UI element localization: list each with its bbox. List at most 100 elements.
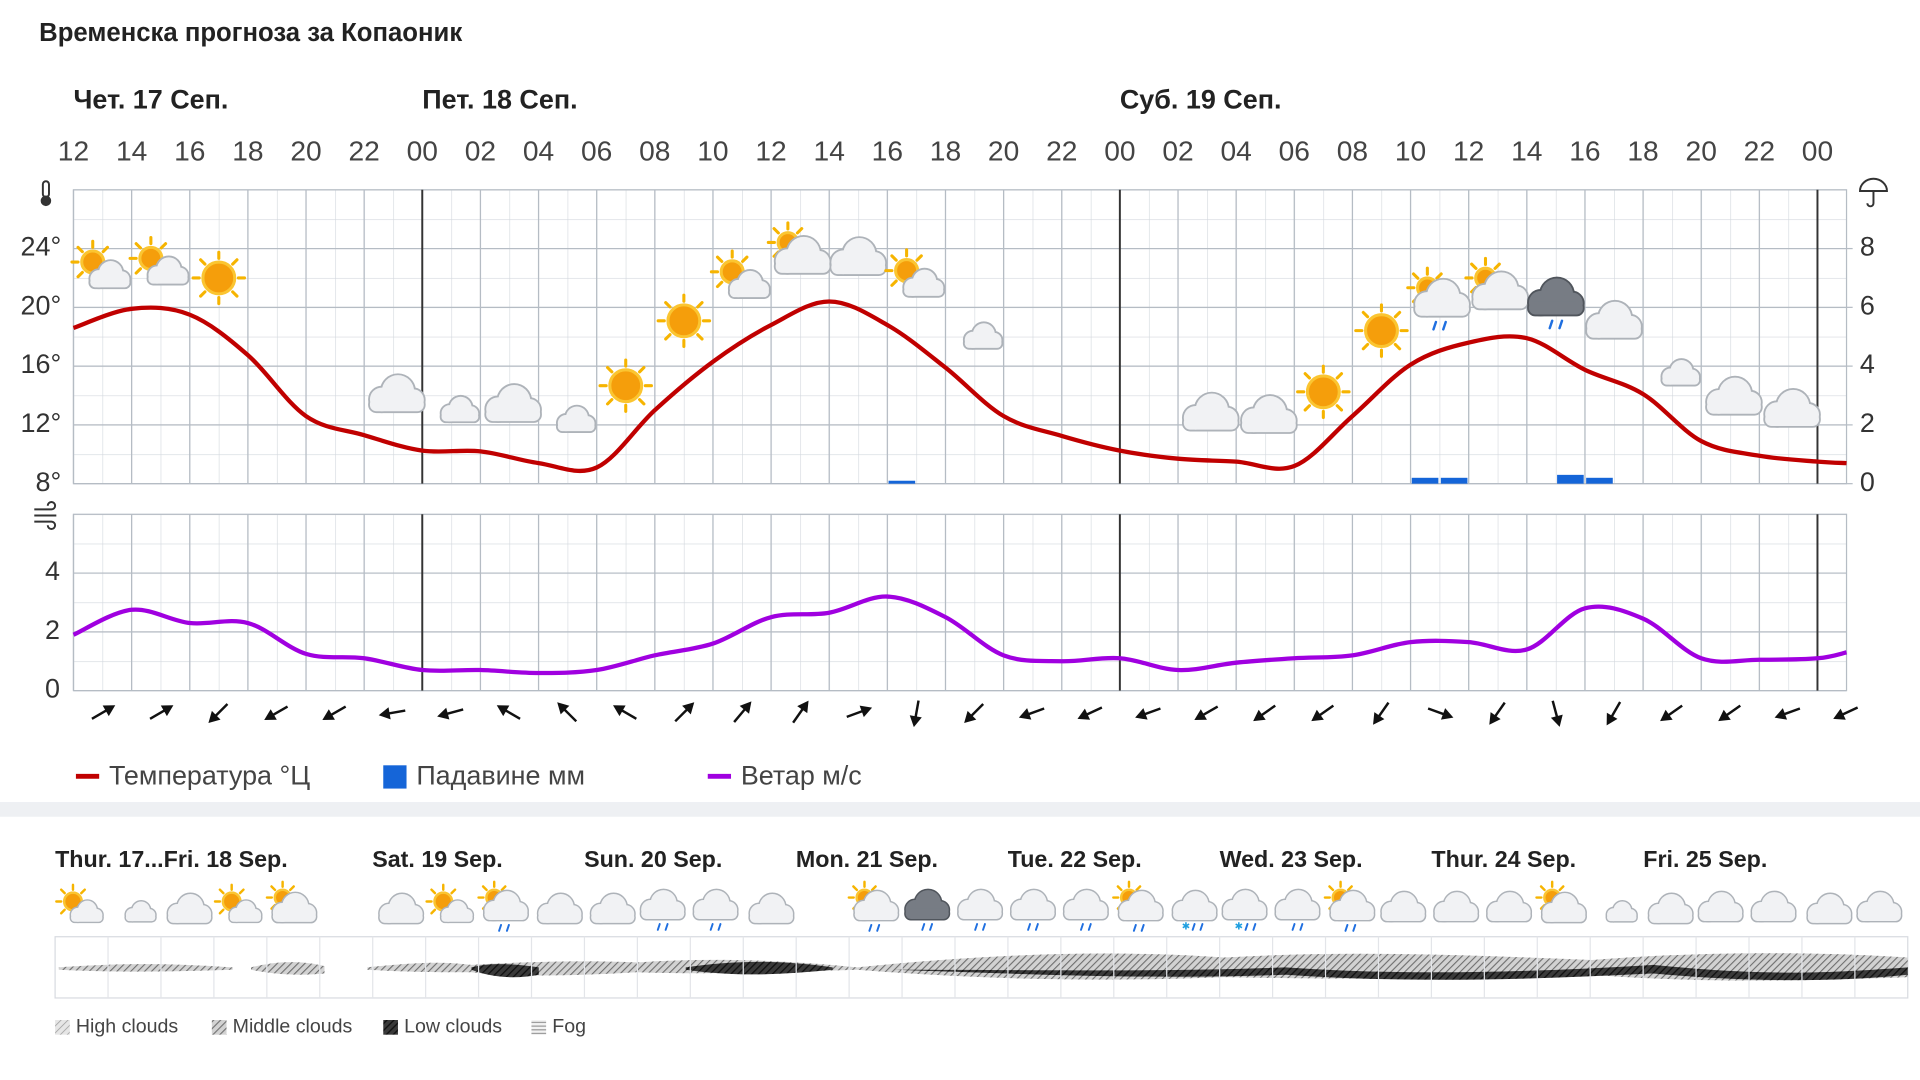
sun-ray (1328, 885, 1335, 892)
x-tick-label: 10 (697, 135, 728, 166)
weather-icon (1380, 890, 1427, 923)
sun-ray (1135, 885, 1142, 892)
rain-drop (1558, 319, 1564, 330)
x-tick-label: 02 (465, 135, 496, 166)
sun-ray (1335, 404, 1344, 412)
wind-arrow-head (1718, 709, 1731, 722)
y-tick-label: 20° (21, 290, 62, 320)
wind-arrow-head (1660, 709, 1673, 722)
y2-tick-label: 0 (1860, 467, 1875, 497)
sun-ray (1558, 885, 1565, 892)
rain-drop (1244, 923, 1249, 931)
umbrella-icon (1859, 177, 1888, 208)
wind-arrow-head (613, 705, 626, 717)
rain-drop (709, 923, 714, 931)
panel-separator (0, 802, 1920, 817)
sun-ray (664, 301, 672, 309)
rain-drop (876, 924, 881, 932)
sun-ray (606, 398, 614, 406)
weather-icon (656, 293, 712, 349)
rain-drop (1087, 923, 1092, 931)
sun-ray (606, 366, 614, 374)
sun-ray (852, 885, 859, 892)
legend-label: Ветар м/с (741, 761, 862, 791)
x-tick-label: 06 (1279, 135, 1310, 166)
wind-arrow (1253, 704, 1276, 722)
wind-arrow (378, 707, 406, 720)
rain-drop (974, 923, 979, 931)
weather-icon (1112, 880, 1164, 932)
sun-ray (638, 398, 646, 406)
weather-icon (1181, 386, 1240, 432)
sun-ray (638, 366, 646, 374)
weather-icon (1705, 371, 1763, 416)
cloud (694, 908, 738, 919)
x-tick-label: 20 (988, 135, 1019, 166)
rain-drop (1299, 923, 1304, 931)
forecast-day-label: Fri. 25 Sep. (1643, 846, 1767, 872)
weather-icon (709, 249, 771, 299)
wind-arrow (437, 707, 464, 720)
sun-ray (430, 888, 437, 895)
weather-icon (1296, 364, 1351, 420)
wind-arrow-head (102, 705, 116, 717)
forecast-day-label: Mon. 21 Sep. (796, 846, 938, 872)
cloud (854, 909, 898, 920)
x-tick-label: 12 (1453, 135, 1484, 166)
weather-icon (128, 236, 190, 286)
cloud (1473, 294, 1528, 309)
wind-arrow-head (1606, 712, 1618, 726)
cloud (538, 912, 582, 923)
x-tick-label: 00 (1802, 135, 1833, 166)
sun-ray (1393, 342, 1402, 351)
weather-icon (55, 883, 104, 924)
thermometer-icon (40, 180, 52, 207)
cloud (1662, 375, 1700, 385)
legend-label: Падавине мм (416, 761, 585, 791)
sun (1305, 374, 1341, 410)
cloud (484, 909, 528, 920)
sun-ray (450, 888, 457, 895)
cloud (1064, 908, 1108, 919)
sun-ray (1470, 262, 1478, 270)
wind-arrow (846, 705, 873, 718)
x-tick-label: 14 (116, 135, 147, 166)
rain-drop (982, 923, 986, 931)
sun-ray (430, 908, 437, 915)
cloud (1330, 909, 1374, 920)
y2-tick-label: 2 (1860, 408, 1875, 438)
rain-drop (1191, 923, 1196, 931)
weather-icon (433, 384, 481, 424)
x-tick-label: 10 (1395, 135, 1426, 166)
wind-arrow-head (1194, 709, 1207, 720)
wind-arrow (909, 700, 922, 728)
sun-ray (664, 333, 672, 341)
sun-ray (715, 255, 724, 263)
sun-ray (772, 227, 780, 235)
wind-arrow (1373, 701, 1390, 725)
wind-arrow (557, 702, 578, 723)
x-tick-label: 08 (639, 135, 670, 166)
cloud (1607, 913, 1637, 922)
wind-arrow (674, 702, 695, 723)
snow-flake: ✱ (1235, 922, 1243, 933)
cloud (1183, 416, 1238, 430)
cloud (441, 913, 473, 922)
weather-icon (549, 394, 597, 433)
weather-icon (829, 236, 888, 276)
x-tick-label: 20 (290, 135, 321, 166)
sun-ray (59, 908, 66, 915)
wind-arrow-head (739, 701, 752, 714)
rain-drop (1432, 320, 1438, 331)
wind-arrow (1550, 700, 1563, 727)
y-tick-label: 8° (35, 467, 61, 497)
rain-drop (1079, 923, 1084, 931)
x-tick-label: 00 (1104, 135, 1135, 166)
weather-icon (1527, 276, 1585, 330)
sun-ray (741, 255, 749, 263)
weather-icon (766, 221, 832, 275)
weather-icon (1406, 266, 1471, 331)
wind-arrow-head (964, 710, 977, 724)
cloud-legend-label: High clouds (76, 1016, 179, 1038)
weather-icon (639, 888, 686, 931)
